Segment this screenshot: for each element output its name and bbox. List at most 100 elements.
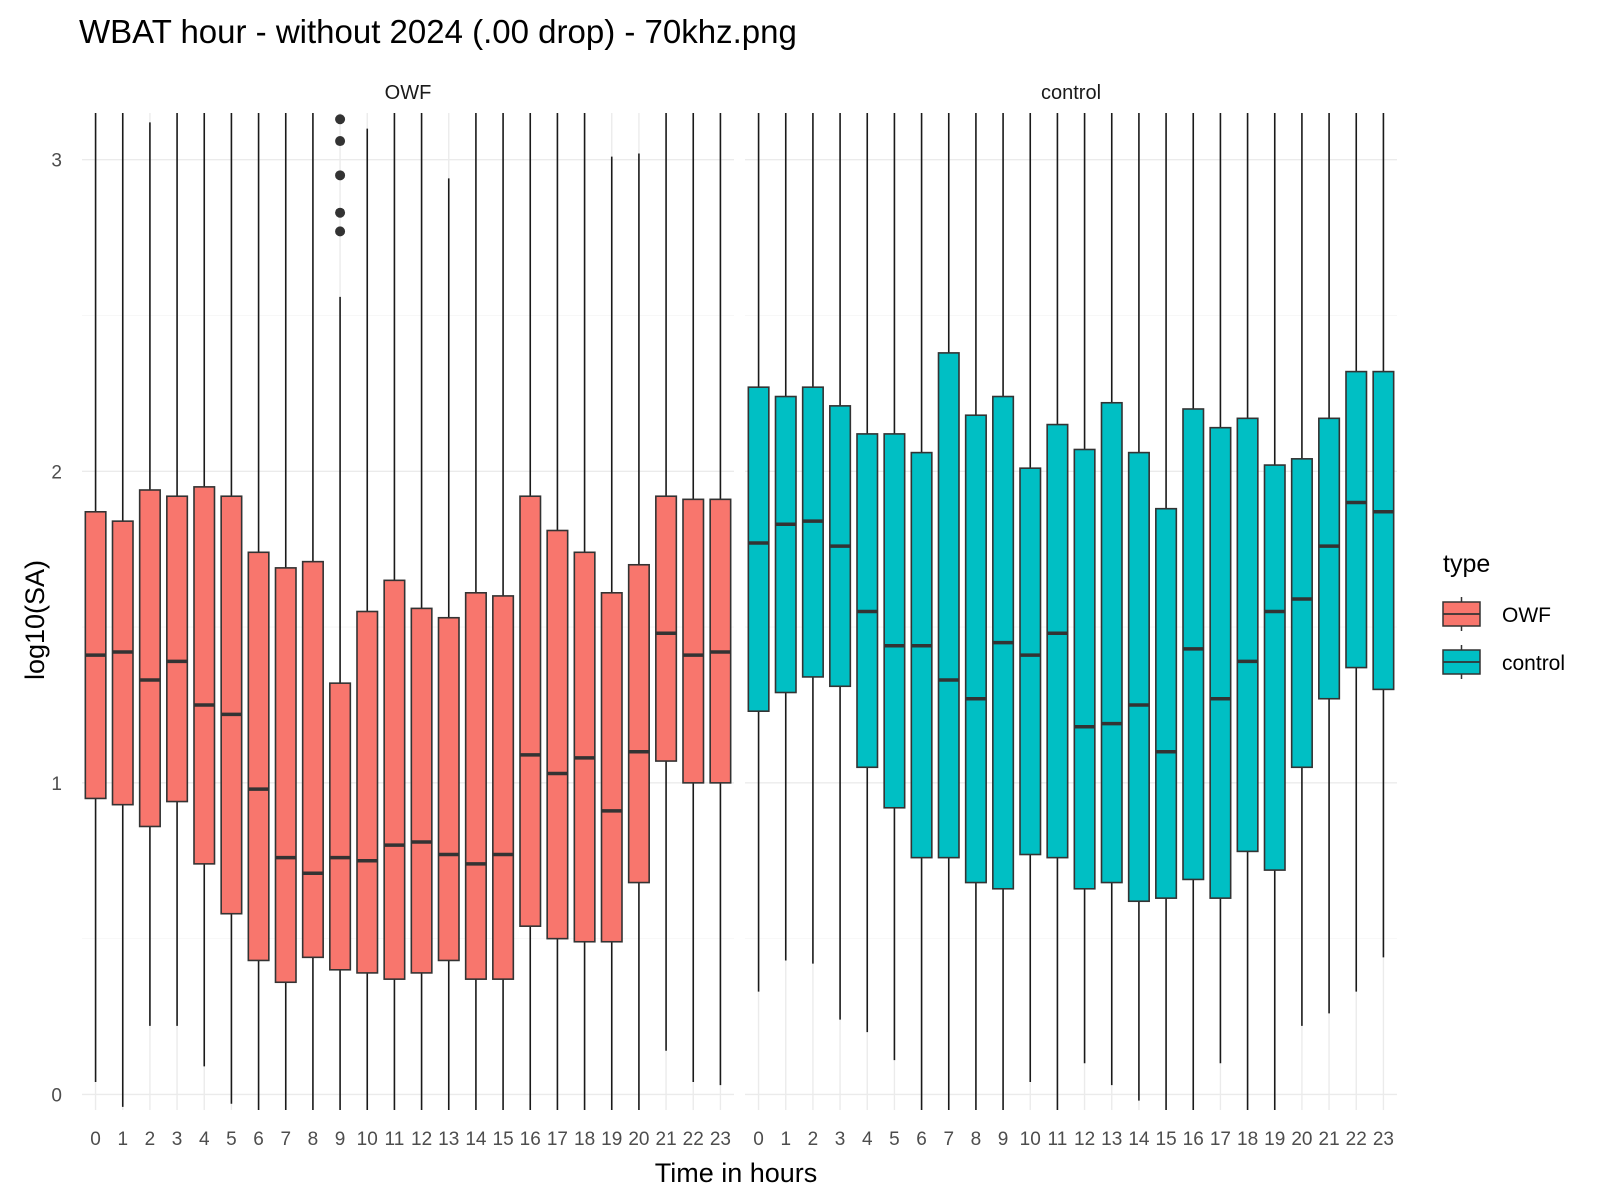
box-iqr — [1127, 451, 1150, 903]
box-iqr — [410, 607, 433, 974]
box-iqr — [682, 498, 705, 784]
x-tick-label: 10 — [1020, 1129, 1041, 1150]
box-iqr — [1345, 370, 1368, 669]
box-iqr — [747, 386, 770, 712]
x-tick-label: 0 — [90, 1129, 101, 1150]
box-control-hour-0 — [747, 113, 770, 992]
x-tick-label: 14 — [465, 1129, 487, 1150]
x-tick-label: 4 — [199, 1129, 210, 1150]
box-iqr — [1073, 448, 1096, 890]
box-owf-hour-16 — [519, 113, 542, 1110]
x-tick-label: 17 — [547, 1129, 568, 1150]
x-tick-label: 21 — [656, 1129, 677, 1150]
box-control-hour-9 — [992, 113, 1015, 1110]
x-tick-label: 12 — [1074, 1129, 1095, 1150]
box-control-hour-8 — [964, 113, 987, 1110]
box-iqr — [138, 489, 161, 828]
box-control-hour-17 — [1209, 113, 1232, 1064]
box-iqr — [801, 386, 824, 678]
x-tick-label: 1 — [117, 1129, 128, 1150]
box-owf-hour-15 — [492, 113, 515, 1110]
legend-key-control: control — [1442, 645, 1565, 679]
outlier-point — [335, 136, 346, 147]
box-control-hour-23 — [1372, 113, 1395, 958]
y-tick-label: 2 — [51, 462, 62, 483]
legend-key-owf: OWF — [1442, 597, 1551, 631]
box-owf-hour-8 — [301, 113, 324, 1110]
box-iqr — [1236, 417, 1259, 853]
x-tick-label: 18 — [1237, 1129, 1258, 1150]
x-tick-label: 6 — [916, 1129, 927, 1150]
x-tick-label: 23 — [1373, 1129, 1394, 1150]
box-iqr — [220, 495, 243, 915]
box-control-hour-10 — [1019, 113, 1042, 1082]
y-tick-label: 1 — [51, 774, 62, 795]
box-owf-hour-9 — [329, 114, 352, 1110]
box-iqr — [1372, 370, 1395, 691]
legend-label: OWF — [1502, 604, 1551, 627]
box-owf-hour-13 — [437, 178, 460, 1110]
legend-label: control — [1502, 652, 1565, 675]
x-tick-label: 18 — [574, 1129, 595, 1150]
box-owf-hour-2 — [138, 122, 161, 1026]
outlier-point — [335, 114, 346, 125]
box-iqr — [655, 495, 678, 762]
outlier-point — [335, 170, 346, 181]
box-iqr — [111, 520, 134, 806]
outlier-point — [335, 207, 346, 218]
x-tick-label: 17 — [1210, 1129, 1231, 1150]
box-control-hour-6 — [910, 113, 933, 1110]
box-iqr — [573, 551, 596, 943]
box-control-hour-19 — [1263, 113, 1286, 1110]
box-iqr — [910, 451, 933, 859]
x-tick-label: 20 — [1291, 1129, 1312, 1150]
x-tick-label: 22 — [683, 1129, 704, 1150]
box-owf-hour-0 — [84, 113, 107, 1082]
x-tick-label: 5 — [889, 1129, 900, 1150]
box-owf-hour-11 — [383, 113, 406, 1110]
x-tick-label: 4 — [862, 1129, 873, 1150]
x-tick-label: 8 — [308, 1129, 319, 1150]
x-tick-label: 15 — [1156, 1129, 1177, 1150]
box-owf-hour-7 — [274, 113, 297, 1110]
x-tick-label: 5 — [226, 1129, 237, 1150]
box-iqr — [546, 529, 569, 940]
box-control-hour-1 — [774, 113, 797, 961]
x-tick-label: 11 — [385, 1129, 405, 1150]
x-tick-label: 11 — [1048, 1129, 1068, 1150]
box-owf-hour-5 — [220, 113, 243, 1104]
box-control-hour-14 — [1127, 113, 1150, 1101]
box-owf-hour-18 — [573, 113, 596, 1110]
x-tick-label: 8 — [971, 1129, 982, 1150]
box-iqr — [627, 563, 650, 884]
box-control-hour-11 — [1046, 113, 1069, 1110]
box-iqr — [1046, 423, 1069, 859]
box-iqr — [600, 592, 623, 943]
box-iqr — [1100, 401, 1123, 884]
x-tick-label: 2 — [808, 1129, 819, 1150]
x-tick-label: 9 — [998, 1129, 1009, 1150]
box-owf-hour-19 — [600, 156, 623, 1110]
x-tick-label: 7 — [943, 1129, 954, 1150]
box-control-hour-12 — [1073, 113, 1096, 1064]
box-control-hour-2 — [801, 113, 824, 964]
legend: type OWF control — [1442, 550, 1565, 679]
outlier-point — [335, 226, 346, 237]
box-iqr — [1182, 408, 1205, 881]
box-control-hour-15 — [1155, 113, 1178, 1110]
x-tick-label: 9 — [335, 1129, 346, 1150]
x-tick-label: 3 — [172, 1129, 183, 1150]
x-tick-label: 10 — [357, 1129, 378, 1150]
box-iqr — [383, 579, 406, 980]
box-iqr — [1019, 467, 1042, 856]
box-iqr — [519, 495, 542, 927]
x-tick-label: 22 — [1346, 1129, 1367, 1150]
x-tick-label: 16 — [1183, 1129, 1204, 1150]
box-owf-hour-12 — [410, 113, 433, 1110]
x-tick-label: 20 — [628, 1129, 649, 1150]
box-owf-hour-10 — [356, 128, 379, 1110]
box-iqr — [1209, 426, 1232, 899]
